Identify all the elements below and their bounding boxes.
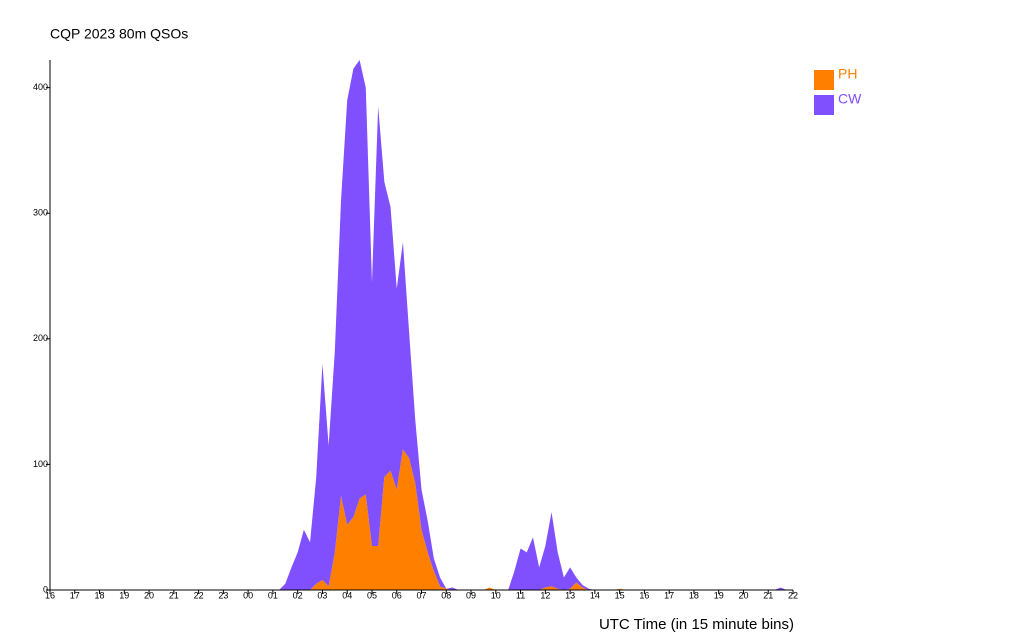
area [50, 449, 793, 590]
chart-title: CQP 2023 80m QSOs [50, 26, 188, 42]
x-tick-label: 01 [268, 590, 278, 600]
x-tick-label: 09 [466, 590, 476, 600]
x-tick-label: 06 [392, 590, 402, 600]
x-tick-label: 14 [590, 590, 600, 600]
x-tick-label: 17 [70, 590, 80, 600]
x-tick-label: 11 [516, 590, 525, 600]
area [50, 60, 793, 590]
x-tick-label: 16 [45, 590, 55, 600]
x-tick-label: 19 [119, 590, 129, 600]
x-tick-label: 19 [714, 590, 724, 600]
y-tick-label: 0 [43, 584, 48, 594]
y-tick-label: 300 [33, 208, 48, 218]
y-tick-label: 100 [33, 459, 48, 469]
x-tick-label: 21 [763, 590, 773, 600]
x-tick-label: 23 [218, 590, 228, 600]
legend-label: CW [838, 91, 862, 107]
x-tick-label: 04 [342, 590, 352, 600]
x-tick-label: 00 [243, 590, 253, 600]
y-tick-label: 400 [33, 82, 48, 92]
x-tick-label: 13 [565, 590, 575, 600]
x-tick-label: 15 [615, 590, 625, 600]
legend-label: PH [838, 66, 857, 82]
x-tick-label: 16 [639, 590, 649, 600]
y-tick-label: 200 [33, 333, 48, 343]
x-tick-label: 08 [441, 590, 451, 600]
x-tick-label: 20 [738, 590, 748, 600]
legend-swatch [814, 70, 834, 90]
x-tick-label: 18 [95, 590, 105, 600]
legend-swatch [814, 95, 834, 115]
x-tick-label: 18 [689, 590, 699, 600]
x-axis-label: UTC Time (in 15 minute bins) [599, 616, 794, 633]
x-tick-label: 02 [293, 590, 303, 600]
x-tick-label: 03 [317, 590, 327, 600]
x-tick-label: 22 [194, 590, 204, 600]
x-tick-label: 17 [664, 590, 674, 600]
x-tick-label: 12 [540, 590, 550, 600]
x-tick-label: 21 [169, 590, 179, 600]
x-tick-label: 07 [416, 590, 426, 600]
x-tick-label: 20 [144, 590, 154, 600]
x-tick-label: 22 [788, 590, 798, 600]
x-tick-label: 05 [367, 590, 377, 600]
x-tick-label: 10 [491, 590, 501, 600]
